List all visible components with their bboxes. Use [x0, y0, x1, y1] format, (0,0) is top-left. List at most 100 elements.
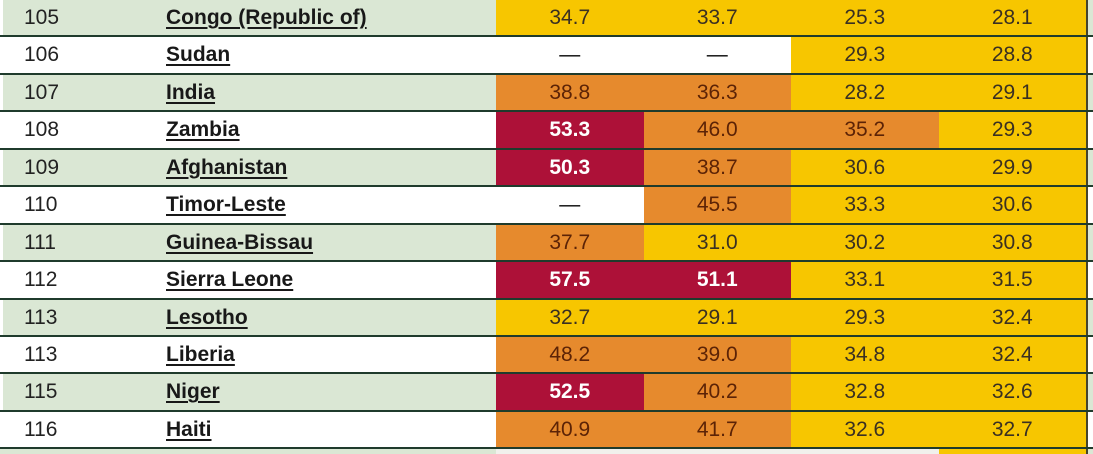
partial-score-cell: [791, 449, 939, 454]
partial-score-cell: [938, 449, 1086, 454]
score-cell: 46.0: [643, 112, 791, 148]
table-row: 112 Sierra Leone 57.5 51.1 33.1 31.5: [0, 262, 1093, 300]
score-cell: 29.3: [938, 112, 1086, 148]
next-column-sliver: [1086, 187, 1093, 223]
score-cell: 30.2: [791, 224, 939, 261]
rank-cell: 112: [0, 262, 150, 298]
score-cell: 29.9: [938, 149, 1086, 186]
score-cell: 25.3: [791, 0, 939, 36]
partial-next-row: [0, 449, 1093, 454]
country-cell: Afghanistan: [150, 149, 496, 186]
country-link[interactable]: Congo (Republic of): [166, 6, 367, 29]
next-column-sliver: [1086, 224, 1093, 261]
next-column-sliver: [1086, 149, 1093, 186]
next-column-sliver: [1086, 374, 1093, 410]
country-link[interactable]: Liberia: [166, 342, 235, 366]
score-cell: 28.1: [938, 0, 1086, 36]
country-cell: Niger: [150, 374, 496, 410]
country-link[interactable]: Timor-Leste: [166, 193, 286, 217]
score-cell: 38.7: [643, 149, 791, 186]
score-cell: 29.3: [791, 299, 939, 335]
rank-cell: 105: [0, 0, 150, 36]
country-cell: Haiti: [150, 411, 496, 448]
table-row: 113 Lesotho 32.7 29.1 29.3 32.4: [0, 299, 1093, 337]
score-cell: 48.2: [496, 336, 644, 373]
score-cell: 30.6: [938, 187, 1086, 223]
table-row: 107 India 38.8 36.3 28.2 29.1: [0, 74, 1093, 113]
score-cell: 28.2: [791, 74, 939, 111]
score-cell: 32.4: [938, 299, 1086, 335]
score-cell: 32.7: [938, 411, 1086, 448]
next-column-sliver: [1086, 74, 1093, 111]
country-link[interactable]: Guinea-Bissau: [166, 230, 314, 254]
country-link[interactable]: Niger: [166, 380, 220, 404]
rank-cell: 107: [0, 74, 150, 111]
score-cell: 29.1: [938, 74, 1086, 111]
rank-cell: 110: [0, 187, 150, 223]
table-row: 109 Afghanistan 50.3 38.7 30.6 29.9: [0, 149, 1093, 188]
partial-score-cell: [643, 449, 791, 454]
next-column-sliver: [1086, 262, 1093, 298]
country-link[interactable]: Sierra Leone: [166, 268, 294, 292]
score-cell: 31.5: [938, 262, 1086, 298]
score-cell: 52.5: [496, 374, 644, 410]
rank-cell: 115: [0, 374, 150, 410]
score-cell: 51.1: [643, 262, 791, 298]
score-cell: 34.7: [496, 0, 644, 36]
score-cell: 32.4: [938, 336, 1086, 373]
score-cell: 39.0: [643, 336, 791, 373]
score-cell: 36.3: [643, 74, 791, 111]
table-row: 105 Congo (Republic of) 34.7 33.7 25.3 28.1: [0, 0, 1093, 38]
score-cell: —: [496, 37, 644, 73]
country-link[interactable]: Sudan: [166, 43, 231, 67]
score-cell: 30.6: [791, 149, 939, 186]
next-column-sliver: [1086, 336, 1093, 373]
score-cell: 32.7: [496, 299, 644, 335]
score-cell: —: [643, 37, 791, 73]
country-link[interactable]: Zambia: [166, 118, 240, 142]
table-row: 111 Guinea-Bissau 37.7 31.0 30.2 30.8: [0, 224, 1093, 263]
score-cell: 37.7: [496, 224, 644, 261]
rank-cell: 111: [0, 224, 150, 261]
score-cell: 32.6: [938, 374, 1086, 410]
next-column-sliver: [1086, 0, 1093, 36]
partial-next-column-sliver: [1086, 449, 1093, 454]
score-cell: 29.3: [791, 37, 939, 73]
score-cell: 30.8: [938, 224, 1086, 261]
table-row: 115 Niger 52.5 40.2 32.8 32.6: [0, 374, 1093, 412]
rank-cell: 116: [0, 411, 150, 448]
score-cell: 28.8: [938, 37, 1086, 73]
score-cell: 50.3: [496, 149, 644, 186]
rank-cell: 113: [0, 299, 150, 335]
score-cell: 35.2: [791, 112, 939, 148]
next-column-sliver: [1086, 299, 1093, 335]
next-column-sliver: [1086, 37, 1093, 73]
next-column-sliver: [1086, 112, 1093, 148]
country-cell: Liberia: [150, 336, 496, 373]
country-cell: Guinea-Bissau: [150, 224, 496, 261]
score-cell: 57.5: [496, 262, 644, 298]
score-cell: —: [496, 187, 644, 223]
score-cell: 33.7: [643, 0, 791, 36]
country-cell: India: [150, 74, 496, 111]
score-cell: 32.8: [791, 374, 939, 410]
country-cell: Timor-Leste: [150, 187, 496, 223]
country-link[interactable]: Afghanistan: [166, 155, 288, 179]
score-cell: 38.8: [496, 74, 644, 111]
country-link[interactable]: Lesotho: [166, 305, 248, 329]
country-link[interactable]: Haiti: [166, 417, 212, 441]
next-column-sliver: [1086, 411, 1093, 448]
table-row: 110 Timor-Leste —45.5 33.3 30.6: [0, 187, 1093, 225]
table-row: 106 Sudan — —29.3 28.8: [0, 37, 1093, 75]
table-row: 113 Liberia 48.2 39.0 34.8 32.4: [0, 336, 1093, 375]
table-row: 108 Zambia 53.3 46.0 35.2 29.3: [0, 112, 1093, 150]
score-cell: 53.3: [496, 112, 644, 148]
country-cell: Congo (Republic of): [150, 0, 496, 36]
country-link[interactable]: India: [166, 80, 216, 104]
country-cell: Sierra Leone: [150, 262, 496, 298]
score-cell: 33.3: [791, 187, 939, 223]
score-cell: 32.6: [791, 411, 939, 448]
country-cell: Sudan: [150, 37, 496, 73]
